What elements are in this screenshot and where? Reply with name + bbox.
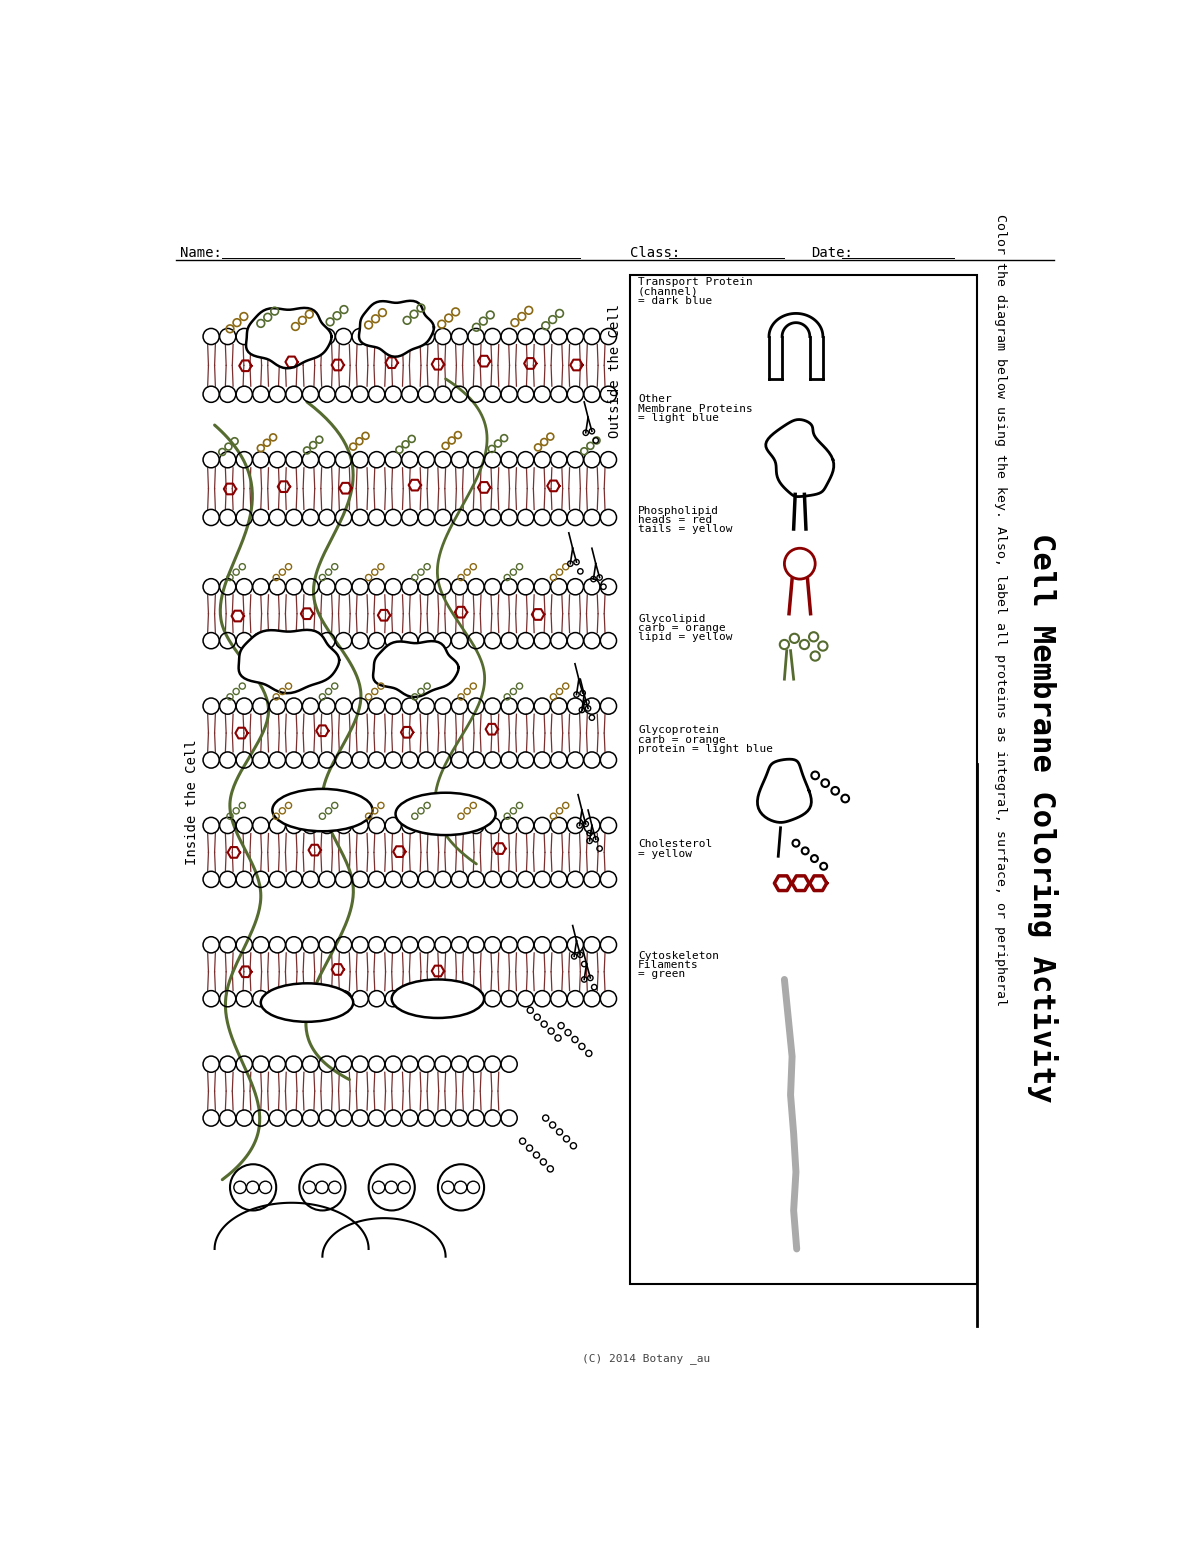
Text: Other: Other bbox=[638, 394, 672, 404]
Text: Cholesterol: Cholesterol bbox=[638, 839, 713, 849]
Text: Filaments: Filaments bbox=[638, 960, 698, 971]
Text: Color the diagram below using the key. Also, label all proteins as integral, sur: Color the diagram below using the key. A… bbox=[994, 214, 1007, 1006]
Text: Cytoskeleton: Cytoskeleton bbox=[638, 950, 719, 961]
Text: Cell Membrane Coloring Activity: Cell Membrane Coloring Activity bbox=[1027, 533, 1058, 1103]
Text: carb = orange: carb = orange bbox=[638, 623, 726, 634]
Text: Transport Protein: Transport Protein bbox=[638, 278, 752, 287]
Text: = green: = green bbox=[638, 969, 685, 980]
Circle shape bbox=[230, 1165, 276, 1210]
Polygon shape bbox=[373, 641, 458, 697]
Text: Phospholipid: Phospholipid bbox=[638, 506, 719, 516]
Ellipse shape bbox=[272, 789, 372, 831]
Text: Glycoprotein: Glycoprotein bbox=[638, 725, 719, 736]
Circle shape bbox=[438, 1165, 484, 1210]
Polygon shape bbox=[239, 631, 340, 693]
Circle shape bbox=[368, 1165, 415, 1210]
Text: Class:: Class: bbox=[630, 247, 680, 261]
Text: = light blue: = light blue bbox=[638, 413, 719, 422]
Text: lipid = yellow: lipid = yellow bbox=[638, 632, 732, 643]
Text: carb = orange: carb = orange bbox=[638, 735, 726, 744]
Circle shape bbox=[299, 1165, 346, 1210]
Bar bbox=[630, 275, 977, 1284]
Text: = yellow: = yellow bbox=[638, 848, 692, 859]
Text: Date:: Date: bbox=[811, 247, 853, 261]
Text: Name:: Name: bbox=[180, 247, 222, 261]
Text: Glycolipid: Glycolipid bbox=[638, 613, 706, 624]
Text: heads = red: heads = red bbox=[638, 516, 713, 525]
Text: (channel): (channel) bbox=[638, 286, 698, 297]
Text: Inside the Cell: Inside the Cell bbox=[185, 739, 198, 865]
Ellipse shape bbox=[391, 980, 484, 1017]
Ellipse shape bbox=[260, 983, 353, 1022]
Text: (C) 2014 Botany _au: (C) 2014 Botany _au bbox=[582, 1353, 710, 1364]
Text: Outside the Cell: Outside the Cell bbox=[608, 304, 622, 438]
Ellipse shape bbox=[396, 792, 496, 836]
Text: Membrane Proteins: Membrane Proteins bbox=[638, 404, 752, 413]
Text: protein = light blue: protein = light blue bbox=[638, 744, 773, 753]
Text: tails = yellow: tails = yellow bbox=[638, 525, 732, 534]
Text: = dark blue: = dark blue bbox=[638, 295, 713, 306]
Polygon shape bbox=[359, 301, 434, 357]
Polygon shape bbox=[246, 307, 331, 368]
